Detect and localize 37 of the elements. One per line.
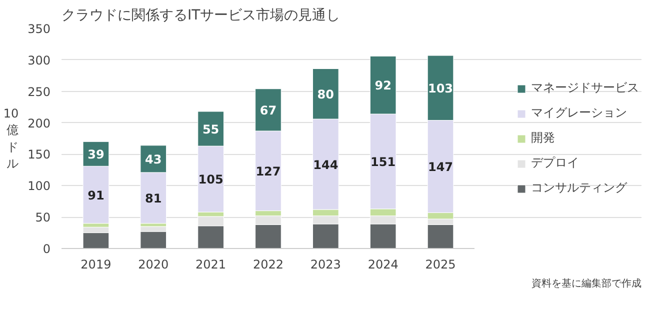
data-label: 105 — [198, 172, 224, 187]
data-label: 151 — [370, 154, 396, 169]
data-label: 81 — [145, 191, 162, 206]
y-tick-label: 350 — [28, 22, 50, 36]
x-tick-label: 2024 — [368, 258, 398, 272]
data-label: 127 — [256, 164, 281, 178]
data-label: 144 — [313, 158, 338, 172]
data-label: 55 — [202, 122, 220, 136]
legend-label: デプロイ — [531, 154, 579, 172]
data-label: 92 — [374, 78, 392, 93]
x-tick-label: 2022 — [252, 258, 284, 272]
y-axis-title: 10億ドル — [3, 106, 19, 171]
data-label: 67 — [260, 103, 277, 118]
data-label: 147 — [428, 160, 454, 174]
data-label: 43 — [145, 152, 162, 166]
x-tick-label: 2023 — [310, 258, 341, 272]
legend-label: 開発 — [531, 130, 555, 146]
x-tick-label: 2025 — [425, 258, 456, 272]
x-tick-label: 2020 — [138, 258, 169, 272]
y-tick-label: 300 — [28, 53, 50, 68]
legend-label: マネージドサービス — [531, 80, 639, 96]
x-tick-label: 2021 — [196, 258, 226, 272]
y-tick-label: 100 — [28, 179, 50, 194]
y-tick-label: 0 — [42, 242, 51, 256]
legend-label: コンサルティング — [531, 180, 627, 196]
y-tick-label: 150 — [28, 148, 50, 162]
y-tick-label: 50 — [35, 210, 51, 225]
data-label: 39 — [88, 147, 104, 162]
data-label: 80 — [317, 87, 334, 102]
chart-title: クラウドに関係するITサービス市場の見通し — [62, 8, 340, 24]
y-tick-label: 200 — [28, 116, 50, 130]
text: 資料を基に編集部で作成 — [532, 278, 642, 290]
data-label: 91 — [88, 188, 104, 202]
legend-label: マイグレーション — [531, 104, 627, 122]
data-label: 103 — [428, 81, 454, 96]
y-tick-label: 250 — [28, 84, 50, 99]
x-tick-label: 2019 — [80, 258, 112, 272]
